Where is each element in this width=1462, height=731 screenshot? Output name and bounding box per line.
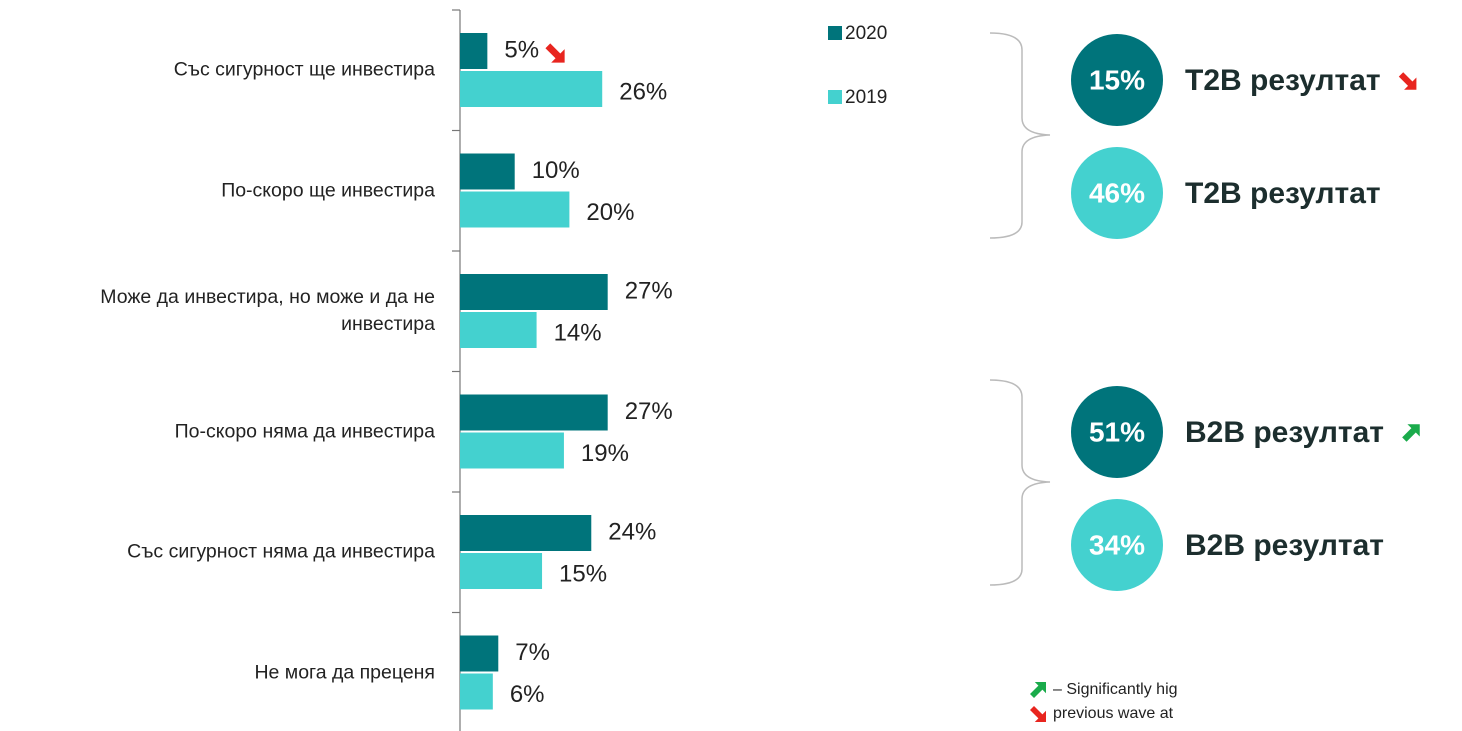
summary-value: 34% bbox=[1089, 529, 1145, 560]
value-label: 15% bbox=[559, 560, 607, 587]
brace bbox=[989, 379, 1051, 586]
category-label: Със сигурност няма да инвестира bbox=[127, 540, 435, 563]
summary-circle bbox=[1071, 147, 1163, 239]
bar bbox=[460, 153, 515, 190]
category-label: По-скоро ще инвестира bbox=[221, 179, 435, 201]
bar bbox=[460, 515, 592, 551]
value-label: 5% bbox=[504, 36, 539, 63]
summary-circle bbox=[1071, 34, 1163, 126]
significance-arrow bbox=[1402, 424, 1420, 442]
value-label: 19% bbox=[581, 440, 629, 467]
value-label: 7% bbox=[515, 639, 550, 666]
bar bbox=[460, 191, 570, 228]
value-label: 6% bbox=[510, 681, 545, 708]
note-arrow bbox=[1030, 682, 1046, 698]
bar bbox=[460, 635, 499, 672]
value-label: 26% bbox=[619, 78, 667, 105]
summary-text: B2B резултат bbox=[1185, 416, 1384, 449]
bar bbox=[460, 312, 537, 348]
summary-circle bbox=[1071, 386, 1163, 478]
summary-text: B2B резултат bbox=[1185, 529, 1384, 562]
summary-value: 51% bbox=[1089, 416, 1145, 447]
bar bbox=[460, 33, 488, 69]
value-label: 27% bbox=[625, 398, 673, 425]
summary-text: T2B резултат bbox=[1185, 64, 1381, 97]
summary-value: 15% bbox=[1089, 64, 1145, 95]
significance-arrow bbox=[545, 43, 565, 63]
value-label: 24% bbox=[608, 518, 656, 545]
brace bbox=[989, 32, 1051, 239]
note-arrow bbox=[1030, 706, 1046, 722]
legend-label: 2020 bbox=[845, 23, 887, 44]
category-label: Със сигурност ще инвестира bbox=[173, 58, 435, 81]
value-label: 14% bbox=[554, 319, 602, 346]
value-label: 27% bbox=[625, 277, 673, 304]
summary-value: 46% bbox=[1089, 177, 1145, 208]
value-label: 10% bbox=[532, 157, 580, 184]
legend-label: 2019 bbox=[845, 87, 887, 108]
category-label: Не мога да преценя bbox=[254, 661, 435, 683]
significance-arrow bbox=[1398, 72, 1417, 90]
bar bbox=[460, 673, 493, 710]
bar bbox=[460, 553, 543, 589]
bar bbox=[460, 432, 564, 469]
category-label: По-скоро няма да инвестира bbox=[174, 420, 435, 442]
note-text: previous wave at bbox=[1053, 705, 1174, 722]
legend-swatch bbox=[828, 90, 842, 104]
summary-text: T2B резултат bbox=[1185, 177, 1381, 210]
bar bbox=[460, 274, 608, 310]
category-label: Може да инвестира, но може и да не инвес… bbox=[100, 286, 435, 335]
legend-swatch bbox=[828, 26, 842, 40]
summary-circle bbox=[1071, 499, 1163, 591]
note-text: – Significantly hig bbox=[1053, 681, 1178, 698]
bar bbox=[460, 71, 603, 107]
bar bbox=[460, 394, 608, 431]
value-label: 20% bbox=[586, 199, 634, 226]
